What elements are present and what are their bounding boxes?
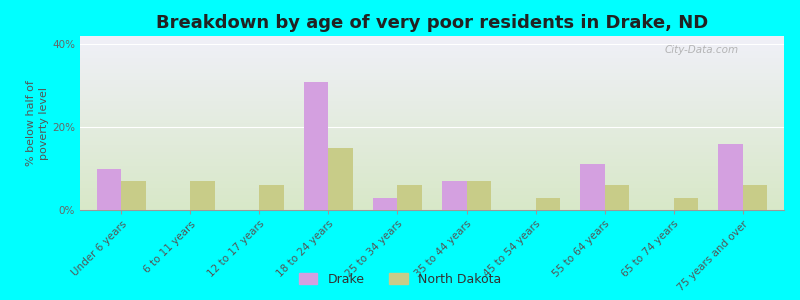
Bar <box>674 198 698 210</box>
Bar <box>580 164 605 210</box>
Title: Breakdown by age of very poor residents in Drake, ND: Breakdown by age of very poor residents … <box>156 14 708 32</box>
Bar <box>259 185 284 210</box>
Bar <box>398 185 422 210</box>
Bar <box>98 169 122 210</box>
Bar <box>466 181 490 210</box>
Bar <box>329 148 353 210</box>
Bar <box>718 144 742 210</box>
Bar <box>304 82 329 210</box>
Text: City-Data.com: City-Data.com <box>664 45 738 55</box>
Bar <box>190 181 214 210</box>
Y-axis label: % below half of
poverty level: % below half of poverty level <box>26 80 50 166</box>
Bar <box>605 185 629 210</box>
Bar <box>374 198 398 210</box>
Bar <box>742 185 766 210</box>
Legend: Drake, North Dakota: Drake, North Dakota <box>294 268 506 291</box>
Bar <box>442 181 466 210</box>
Bar <box>122 181 146 210</box>
Bar <box>535 198 560 210</box>
